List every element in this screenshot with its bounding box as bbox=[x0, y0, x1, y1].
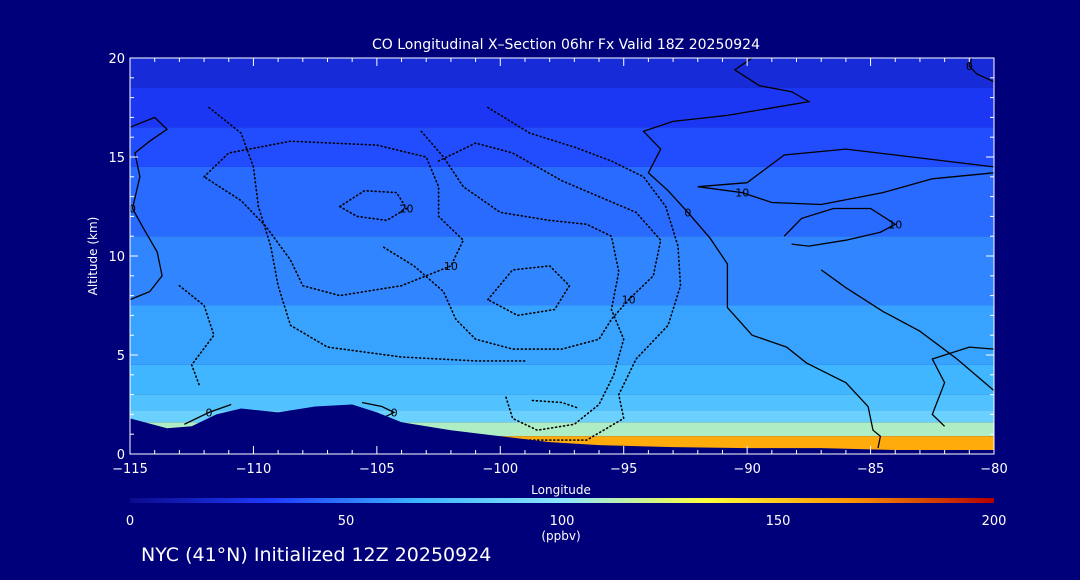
contour-label-5: 10 bbox=[735, 187, 749, 200]
x-tick-label: −105 bbox=[359, 462, 395, 477]
colorbar-ticks: 0 50 100 150 200 bbox=[126, 514, 1007, 529]
contour-6 bbox=[783, 207, 897, 247]
colorbar-tick-label: 200 bbox=[982, 514, 1007, 529]
heat-layer-1 bbox=[130, 87, 994, 128]
x-tick-label: −115 bbox=[112, 462, 148, 477]
contour-label-4: 0 bbox=[966, 60, 973, 73]
heat-layer-8 bbox=[130, 410, 994, 423]
y-tick-label: 10 bbox=[108, 250, 125, 265]
contour-label-9: 10 bbox=[444, 260, 458, 273]
contour-13 bbox=[208, 106, 526, 362]
contour-2 bbox=[361, 401, 396, 419]
contour-label-11: 10 bbox=[622, 294, 636, 307]
contour-16 bbox=[178, 284, 215, 386]
x-tick-label: −80 bbox=[980, 462, 1007, 477]
y-tick-label: 20 bbox=[108, 52, 125, 67]
contour-12 bbox=[487, 265, 571, 317]
contour-17 bbox=[531, 399, 581, 410]
contour-3 bbox=[642, 58, 882, 449]
contour-labels: 0 0 0 0 0 10 10 10 20 10 bbox=[129, 60, 973, 420]
contour-4 bbox=[968, 58, 994, 83]
x-tick-label: −90 bbox=[733, 462, 760, 477]
contour-label-2: 0 bbox=[391, 406, 398, 419]
x-axis-label: Longitude bbox=[531, 483, 591, 497]
chart-title: CO Longitudinal X–Section 06hr Fx Valid … bbox=[372, 37, 760, 53]
x-tick-label: −100 bbox=[482, 462, 518, 477]
contour-14 bbox=[420, 130, 625, 432]
contour-10 bbox=[338, 189, 408, 222]
contour-0 bbox=[130, 116, 169, 301]
y-axis-label: Altitude (km) bbox=[86, 217, 100, 296]
colorbar-tick-label: 0 bbox=[126, 514, 134, 529]
contour-7 bbox=[820, 269, 994, 392]
heat-layer-6 bbox=[130, 364, 994, 395]
x-tick-label: −85 bbox=[857, 462, 884, 477]
colorbar-tick-label: 150 bbox=[766, 514, 791, 529]
heat-layer-5 bbox=[130, 305, 994, 365]
contour-15 bbox=[487, 106, 682, 441]
contour-label-0: 0 bbox=[129, 202, 136, 215]
contour-5 bbox=[697, 148, 994, 206]
station-init-caption: NYC (41°N) Initialized 12Z 20250924 bbox=[141, 544, 491, 566]
heatmap-layers bbox=[130, 58, 994, 454]
colorbar-tick-label: 100 bbox=[550, 514, 575, 529]
y-tick-label: 15 bbox=[108, 151, 125, 166]
heat-layer-4 bbox=[130, 236, 994, 306]
contour-9 bbox=[203, 140, 465, 297]
y-tick-label: 0 bbox=[117, 448, 125, 463]
contour-label-6: 10 bbox=[888, 218, 902, 231]
heat-layer-3 bbox=[130, 166, 994, 237]
contour-1 bbox=[184, 403, 232, 425]
contour-label-10: 20 bbox=[399, 202, 413, 215]
contour-label-3: 0 bbox=[684, 206, 691, 219]
colorbar-unit-label: (ppbv) bbox=[541, 529, 580, 543]
y-axis: 0 5 10 15 20 bbox=[108, 52, 994, 463]
contour-11 bbox=[380, 142, 662, 350]
y-tick-label: 5 bbox=[117, 349, 125, 364]
x-tick-label: −95 bbox=[610, 462, 637, 477]
x-axis: −115 −110 −105 −100 −95 −90 −85 −80 bbox=[112, 58, 1008, 477]
heat-layer-2 bbox=[130, 127, 994, 167]
colorbar bbox=[130, 498, 994, 503]
contour-lines bbox=[130, 58, 994, 449]
heat-layer-0 bbox=[130, 58, 994, 88]
colorbar-tick-label: 50 bbox=[338, 514, 355, 529]
terrain-mask bbox=[130, 404, 994, 454]
contour-label-1: 0 bbox=[205, 406, 212, 419]
contour-8 bbox=[931, 346, 994, 427]
x-tick-label: −110 bbox=[236, 462, 272, 477]
terrain-shape bbox=[130, 404, 994, 454]
